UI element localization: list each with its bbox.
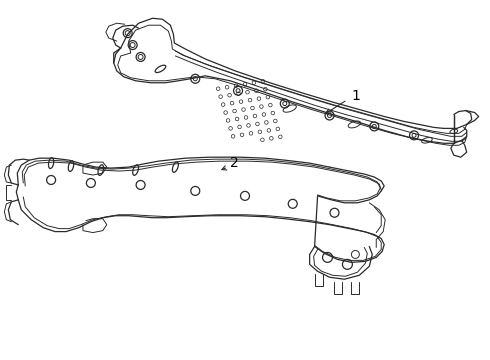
Text: 2: 2	[230, 156, 239, 170]
Text: 1: 1	[351, 89, 360, 103]
